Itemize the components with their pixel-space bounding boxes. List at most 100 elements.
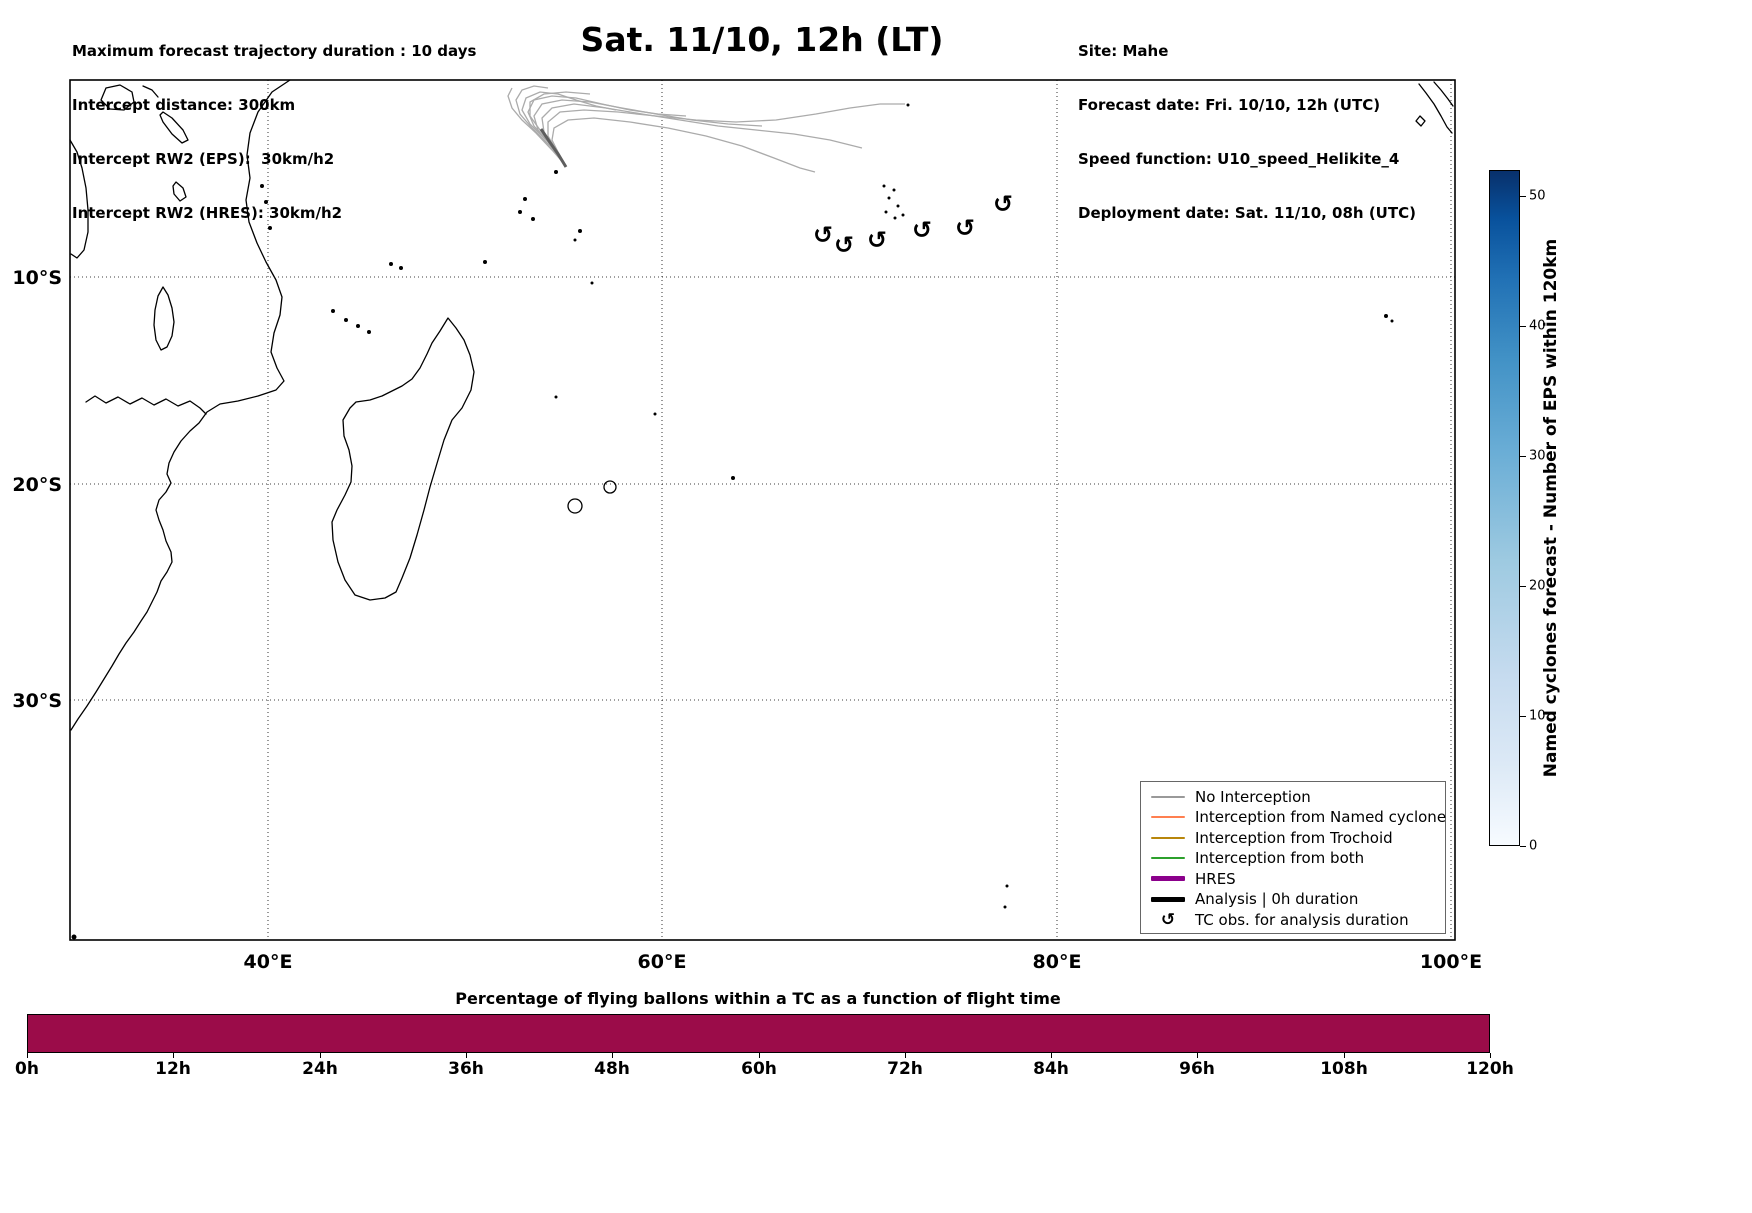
bottom-chart-bar bbox=[27, 1014, 1490, 1053]
legend-entry: No Interception bbox=[1149, 787, 1437, 806]
coastline-lake-malawi bbox=[153, 286, 175, 351]
islet-dot bbox=[523, 197, 527, 201]
latitude-tick-label: 20°S bbox=[12, 474, 62, 496]
tc-obs-symbol: ↺ bbox=[912, 216, 932, 244]
islet-dot bbox=[1003, 905, 1007, 909]
island-outline bbox=[567, 498, 583, 514]
islet-dot bbox=[367, 330, 371, 334]
balloon-trajectory bbox=[547, 103, 905, 167]
time-axis-tick-label: 36h bbox=[448, 1059, 484, 1079]
islet-dot bbox=[399, 266, 403, 270]
site-line-1: Site: Mahe bbox=[1078, 42, 1169, 60]
legend-label: Interception from Named cyclone bbox=[1195, 808, 1447, 826]
coastline-lake-rukwa bbox=[172, 181, 187, 202]
islet-dot bbox=[260, 184, 264, 188]
legend-label: HRES bbox=[1195, 869, 1236, 888]
param-line-2: Intercept distance: 300km bbox=[72, 96, 296, 114]
tc-obs-symbol: ↺ bbox=[813, 221, 833, 249]
legend-line-sample bbox=[1149, 795, 1187, 798]
longitude-tick-label: 80°E bbox=[1033, 951, 1082, 973]
islet-dot bbox=[356, 324, 360, 328]
coastline-lake-tanganyika bbox=[69, 139, 89, 259]
islet-dot bbox=[531, 217, 535, 221]
time-axis-tick bbox=[173, 1053, 174, 1058]
time-axis-tick-label: 48h bbox=[594, 1059, 630, 1079]
coastline-lake-victoria bbox=[100, 84, 135, 111]
island-outline bbox=[603, 480, 617, 494]
latitude-tick-label: 10°S bbox=[12, 267, 62, 289]
time-axis-tick-label: 108h bbox=[1320, 1059, 1368, 1079]
longitude-tick-label: 60°E bbox=[638, 951, 687, 973]
coastline-rift-lake bbox=[159, 111, 189, 144]
islet-dot bbox=[1384, 314, 1388, 318]
legend-entry: Interception from both bbox=[1149, 849, 1437, 868]
time-axis-tick-label: 60h bbox=[741, 1059, 777, 1079]
islet-dot bbox=[893, 216, 897, 220]
balloon-trajectory bbox=[551, 117, 816, 173]
colorbar-tick bbox=[1520, 456, 1526, 457]
coastline-sumatra-coast-2 bbox=[1433, 81, 1454, 107]
time-axis-tick bbox=[759, 1053, 760, 1058]
legend-entry: HRES bbox=[1149, 869, 1437, 888]
islet-dot bbox=[344, 318, 348, 322]
time-axis-tick-label: 96h bbox=[1179, 1059, 1215, 1079]
legend: No Interception Interception from Named c… bbox=[1140, 781, 1446, 934]
colorbar-tick-label: 10 bbox=[1529, 708, 1546, 724]
time-axis-tick-label: 0h bbox=[15, 1059, 39, 1079]
legend-line-sample bbox=[1149, 857, 1187, 859]
islet-dot bbox=[892, 188, 896, 192]
site-line-3: Speed function: U10_speed_Helikite_4 bbox=[1078, 150, 1400, 168]
balloon-trajectory bbox=[515, 85, 567, 167]
time-axis-tick bbox=[320, 1053, 321, 1058]
tc-obs-symbol: ↺ bbox=[867, 226, 887, 254]
bottom-chart-title: Percentage of flying ballons within a TC… bbox=[455, 989, 1061, 1008]
legend-line-sample bbox=[1149, 836, 1187, 839]
time-axis-tick bbox=[27, 1053, 28, 1058]
coastline-madagascar bbox=[331, 317, 475, 601]
colorbar-tick bbox=[1520, 846, 1526, 847]
legend-label: Interception from Trochoid bbox=[1195, 828, 1393, 847]
islet-dot bbox=[389, 262, 393, 266]
site-line-2: Forecast date: Fri. 10/10, 12h (UTC) bbox=[1078, 96, 1381, 114]
legend-line-sample bbox=[1149, 896, 1187, 902]
param-line-3: Intercept RW2 (EPS): 30km/h2 bbox=[72, 150, 335, 168]
colorbar-tick bbox=[1520, 716, 1526, 717]
colorbar-tick bbox=[1520, 326, 1526, 327]
trajectory-bundle bbox=[539, 128, 568, 168]
islet-dot bbox=[731, 476, 735, 480]
balloon-trajectory bbox=[527, 95, 687, 167]
islet-dot bbox=[901, 213, 905, 217]
colorbar-tick-label: 40 bbox=[1529, 318, 1546, 334]
islet-dot bbox=[887, 196, 891, 200]
param-line-1: Maximum forecast trajectory duration : 1… bbox=[72, 42, 477, 60]
colorbar-tick-label: 50 bbox=[1529, 188, 1546, 204]
islet-dot bbox=[1005, 884, 1009, 888]
islet-dot bbox=[882, 184, 886, 188]
longitude-tick-label: 100°E bbox=[1420, 951, 1482, 973]
islet-dot bbox=[896, 204, 900, 208]
islet-dot bbox=[268, 226, 272, 230]
colorbar-tick-label: 20 bbox=[1529, 578, 1546, 594]
islet-dot bbox=[884, 210, 888, 214]
colorbar-tick-label: 30 bbox=[1529, 448, 1546, 464]
islet-dot bbox=[573, 238, 577, 242]
legend-entry: Interception from Trochoid bbox=[1149, 828, 1437, 847]
time-axis-tick bbox=[905, 1053, 906, 1058]
islet-dot bbox=[578, 229, 582, 233]
legend-label: Interception from both bbox=[1195, 849, 1365, 867]
time-axis-tick bbox=[1197, 1053, 1198, 1058]
time-axis-tick-label: 72h bbox=[887, 1059, 923, 1079]
islet-dot bbox=[483, 260, 487, 264]
coastline-sumatra-islet bbox=[1415, 115, 1426, 127]
tc-obs-symbol: ↺ bbox=[993, 190, 1013, 218]
time-axis-tick bbox=[1490, 1053, 1491, 1058]
balloon-trajectory bbox=[533, 99, 763, 167]
islet-dot bbox=[653, 412, 657, 416]
islet-dot bbox=[331, 309, 335, 313]
longitude-tick-label: 40°E bbox=[244, 951, 293, 973]
forecast-parameters-block: Maximum forecast trajectory duration : 1… bbox=[72, 6, 476, 258]
islet-dot bbox=[554, 170, 558, 174]
islet-dot bbox=[906, 103, 910, 107]
coastline-cahora-bassa bbox=[85, 395, 207, 415]
